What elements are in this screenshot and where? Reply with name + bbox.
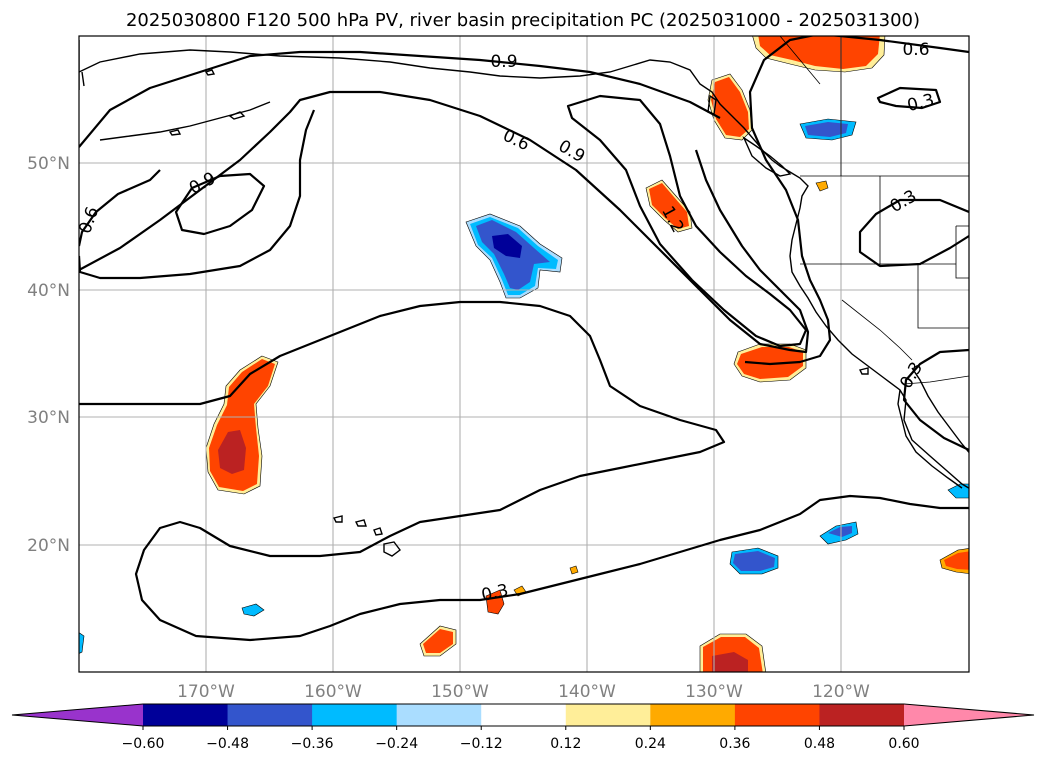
aleutian-island — [168, 129, 182, 136]
colorbar-tick-label: −0.24 — [375, 736, 418, 752]
lat-label-30n: 30°N — [27, 408, 70, 428]
colorbar-segment — [312, 704, 398, 726]
pv-contour-0.6-west — [79, 109, 316, 280]
colorbar-tick-label: −0.48 — [206, 736, 249, 752]
colorbar-extension-low — [12, 704, 143, 726]
contour-label-0.9-north: 0.9 — [490, 52, 517, 72]
lat-label-40n: 40°N — [27, 281, 70, 301]
alaska-landmass — [79, 40, 85, 90]
colorbar-tick-label: 0.36 — [719, 736, 750, 752]
colorbar-segment — [650, 704, 736, 726]
us-mexico-border — [903, 375, 969, 385]
lat-label-20n: 20°N — [27, 536, 70, 556]
precip-shading — [79, 36, 969, 672]
state-border — [841, 299, 913, 361]
precip-positive-area — [218, 430, 246, 474]
hawaii-island — [332, 515, 343, 523]
pv-contours — [79, 36, 969, 642]
precip-positive-area — [758, 36, 880, 69]
precip-positive-area — [944, 551, 969, 570]
precip-negative-area — [805, 122, 848, 137]
pv-contour-0.9-west — [174, 172, 266, 236]
hawaii-island — [354, 519, 367, 527]
pv-contour-0.3-northeast — [876, 86, 942, 110]
precip-positive-area — [649, 183, 689, 229]
precip-positive-area — [569, 565, 579, 575]
lon-label-140w: 140°W — [558, 682, 616, 702]
precip-negative-area — [828, 526, 852, 537]
colorbar: −0.60 −0.48 −0.36 −0.24 −0.12 0.12 0.24 0.36 0.4… — [11, 703, 1035, 752]
precip-positive-area — [711, 77, 749, 137]
state-border — [917, 264, 969, 329]
hawaii-island — [373, 527, 383, 536]
precip-positive-area — [423, 629, 453, 653]
pv-contour-0.9-mid — [566, 94, 808, 348]
province-border — [779, 36, 821, 85]
latitude-labels: 50°N 40°N 30°N 20°N — [27, 154, 70, 556]
precip-positive-area — [712, 652, 748, 672]
colorbar-segment — [481, 704, 567, 726]
gulf-of-california-coast — [911, 367, 969, 454]
contour-label-0.6-northeast: 0.6 — [902, 40, 929, 60]
north-america-coastline — [763, 151, 969, 490]
pv-contour-0.6-northeast — [744, 36, 969, 366]
colorbar-segment — [819, 704, 905, 726]
colorbar-tick-label: −0.36 — [291, 736, 334, 752]
precip-negative-area — [492, 234, 522, 258]
california-island — [858, 367, 869, 375]
colorbar-segment — [396, 704, 482, 726]
pv-contour-0.3-coast — [902, 348, 969, 451]
colorbar-tick-label: 0.60 — [888, 736, 919, 752]
aleutian-island — [204, 69, 216, 76]
longitude-labels: 170°W 160°W 150°W 140°W 130°W 120°W — [177, 682, 870, 702]
figure-title: 2025030800 F120 500 hPa PV, river basin … — [126, 10, 920, 31]
lon-label-150w: 150°W — [431, 682, 489, 702]
colorbar-tick-label: −0.12 — [460, 736, 503, 752]
map-frame — [78, 35, 970, 673]
lon-label-120w: 120°W — [812, 682, 870, 702]
precip-negative-area — [79, 632, 85, 654]
lon-label-160w: 160°W — [304, 682, 362, 702]
precip-negative-area — [733, 551, 775, 571]
pv-contour-0.6-mid — [79, 90, 810, 354]
colorbar-segment — [227, 704, 313, 726]
lon-label-170w: 170°W — [177, 682, 235, 702]
hawaii-island — [383, 541, 401, 557]
alaska-peninsula-coast — [99, 101, 271, 141]
precip-positive-area — [815, 180, 829, 192]
colorbar-segment — [565, 704, 651, 726]
pv-contour-0.6-longwave — [79, 300, 969, 642]
colorbar-tick-label: 0.48 — [804, 736, 835, 752]
lon-label-130w: 130°W — [685, 682, 743, 702]
aleutian-island — [228, 111, 246, 120]
colorbar-segment — [143, 704, 229, 726]
colorbar-tick-label: 0.12 — [550, 736, 581, 752]
pv-contour-0.9-north — [79, 50, 721, 148]
precip-negative-area — [241, 603, 265, 617]
colorbar-tick-label: 0.24 — [635, 736, 666, 752]
coastlines — [79, 40, 969, 557]
baja-california-coast — [897, 389, 963, 489]
pv-contour-0.3-east — [858, 198, 969, 268]
alaska-coastline — [79, 49, 765, 153]
colorbar-tick-label: −0.60 — [122, 736, 165, 752]
colorbar-extension-high — [904, 704, 1034, 726]
lat-label-50n: 50°N — [27, 154, 70, 174]
colorbar-segment — [734, 704, 820, 726]
